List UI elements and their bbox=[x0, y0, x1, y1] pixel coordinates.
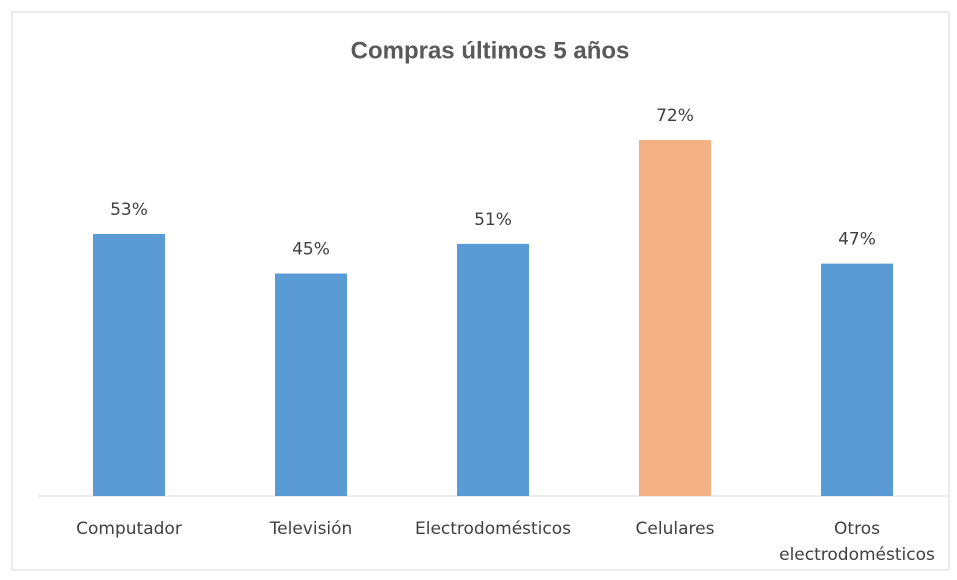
x-tick-label: Celulares bbox=[635, 519, 715, 539]
chart-title: Compras últimos 5 años bbox=[351, 37, 630, 64]
value-label: 47% bbox=[838, 230, 876, 250]
bar bbox=[821, 263, 893, 496]
value-label: 45% bbox=[292, 240, 330, 260]
value-label: 51% bbox=[474, 210, 512, 230]
value-label: 72% bbox=[656, 106, 694, 126]
x-tick-label: Otros electrodomésticos bbox=[779, 519, 935, 565]
bar bbox=[93, 233, 165, 496]
x-tick-label: Electrodomésticos bbox=[414, 519, 571, 539]
x-tick-label: Televisión bbox=[269, 519, 353, 539]
value-label: 53% bbox=[110, 200, 148, 220]
x-tick-label: Computador bbox=[76, 519, 182, 539]
bar bbox=[639, 140, 711, 496]
bar bbox=[275, 273, 347, 496]
bar bbox=[457, 243, 529, 496]
